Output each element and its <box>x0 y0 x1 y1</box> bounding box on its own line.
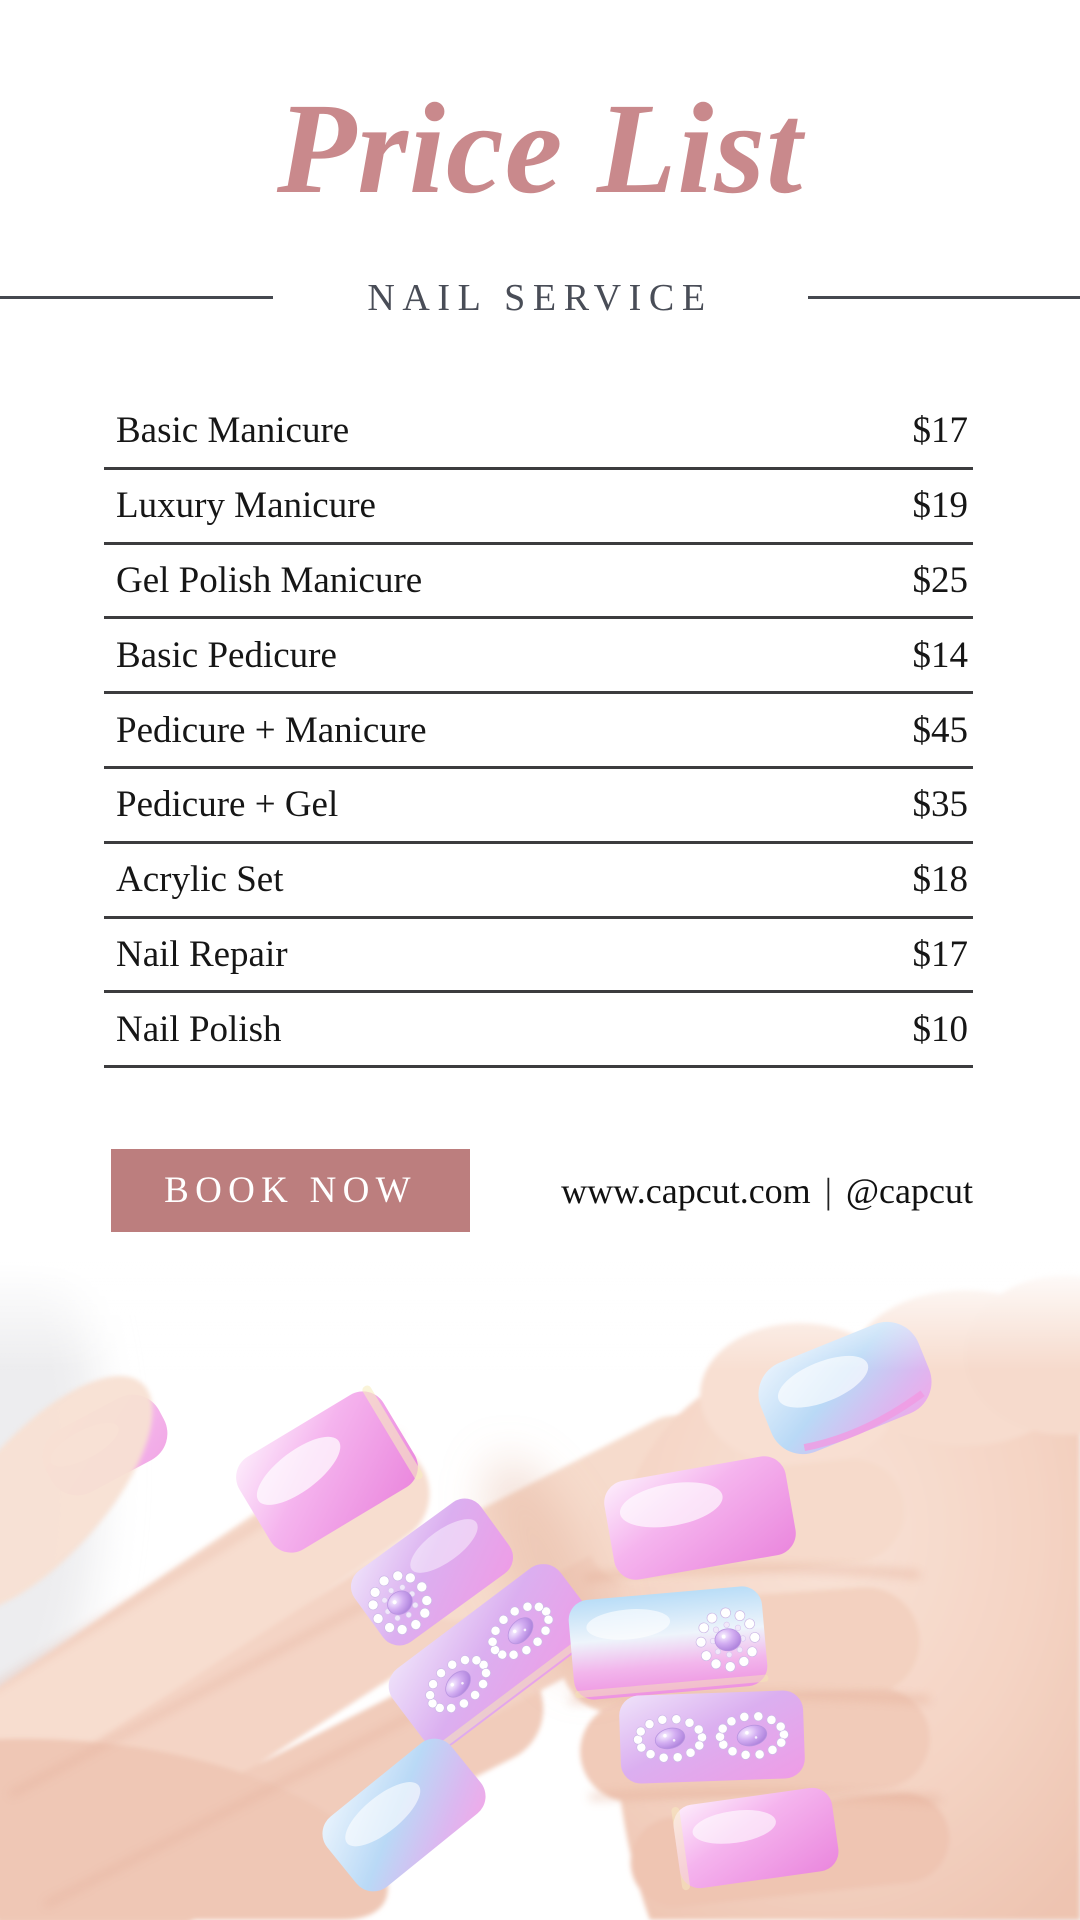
social-handle[interactable]: @capcut <box>845 1170 973 1211</box>
price-table-row: Acrylic Set $18 <box>104 844 973 919</box>
left-thumb <box>0 1376 168 1614</box>
service-price: $10 <box>912 1008 969 1050</box>
price-table-row: Basic Pedicure $14 <box>104 619 973 695</box>
service-name: Gel Polish Manicure <box>116 559 423 601</box>
service-name: Nail Repair <box>116 933 288 975</box>
subtitle-rule-right <box>808 296 1080 299</box>
service-price: $17 <box>912 933 969 975</box>
price-table: Basic Manicure $17 Luxury Manicure $19 G… <box>104 395 973 1069</box>
separator: | <box>824 1170 832 1211</box>
service-name: Pedicure + Manicure <box>116 709 427 751</box>
price-table-row: Gel Polish Manicure $25 <box>104 545 973 620</box>
service-name: Acrylic Set <box>116 859 284 901</box>
book-now-button[interactable]: BOOK NOW <box>111 1149 470 1232</box>
nail-photo <box>0 1260 1080 1920</box>
nail-fist-ring <box>604 1456 796 1580</box>
service-name: Pedicure + Gel <box>116 784 339 826</box>
price-table-row: Nail Polish $10 <box>104 993 973 1069</box>
nail-gem-long <box>388 1564 602 1754</box>
nail-photo-scene <box>0 1260 1080 1920</box>
nail-thumb-long <box>322 1738 486 1892</box>
subtitle: NAIL SERVICE <box>367 277 713 319</box>
service-price: $14 <box>912 634 969 676</box>
service-name: Basic Pedicure <box>116 634 337 676</box>
service-price: $19 <box>912 485 969 527</box>
nail-gem-blue-pink <box>568 1586 769 1700</box>
service-price: $45 <box>912 709 969 751</box>
page-title: Price List <box>276 77 804 221</box>
service-name: Nail Polish <box>116 1008 282 1050</box>
price-table-row: Basic Manicure $17 <box>104 395 973 470</box>
service-price: $35 <box>912 784 969 826</box>
footer-contact-line: www.capcut.com | @capcut <box>470 1149 973 1232</box>
service-name: Basic Manicure <box>116 410 350 452</box>
manicured-nails <box>236 1321 932 1892</box>
photo-top-fade <box>0 1260 1080 1370</box>
website-url[interactable]: www.capcut.com <box>561 1170 811 1211</box>
price-table-row: Luxury Manicure $19 <box>104 470 973 545</box>
nail-pinky-bottom <box>671 1787 839 1891</box>
service-price: $17 <box>912 410 969 452</box>
nail-gem-round <box>350 1498 514 1648</box>
service-name: Luxury Manicure <box>116 485 376 527</box>
price-table-row: Pedicure + Gel $35 <box>104 769 973 844</box>
nail-gem-double-oval <box>619 1690 805 1784</box>
service-price: $25 <box>912 559 969 601</box>
price-table-row: Nail Repair $17 <box>104 919 973 994</box>
price-table-row: Pedicure + Manicure $45 <box>104 694 973 769</box>
service-price: $18 <box>912 859 969 901</box>
nail-index-left <box>236 1385 423 1553</box>
subtitle-rule-left <box>0 296 273 299</box>
